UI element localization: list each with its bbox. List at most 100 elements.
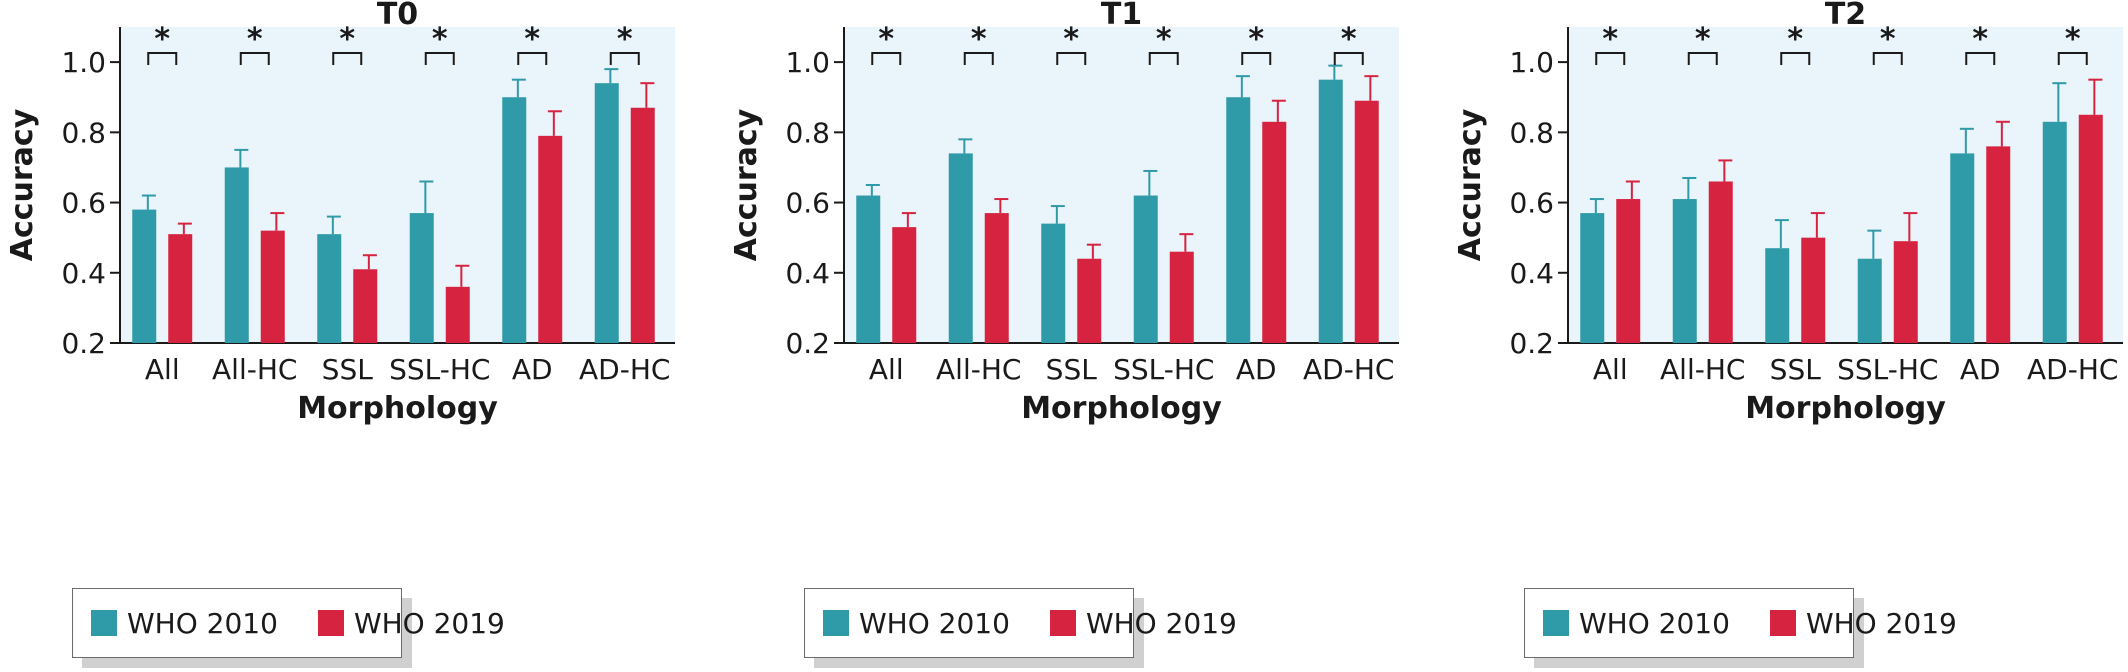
bar-who2010 — [132, 209, 157, 343]
bar-who2019 — [1801, 237, 1826, 343]
significance-bracket — [424, 52, 455, 65]
legend-item-who2010: WHO 2010 — [91, 607, 278, 640]
x-tick-label: AD-HC — [2027, 353, 2118, 386]
y-tick-label: 0.2 — [1509, 327, 1554, 360]
significance-bracket — [2057, 52, 2088, 65]
significance-bracket — [332, 52, 363, 65]
plot-area — [844, 27, 1399, 343]
y-tick-label: 0.4 — [785, 257, 830, 290]
significance-bracket — [963, 52, 994, 65]
bar-who2010 — [948, 153, 973, 343]
legend-t1: WHO 2010 WHO 2019 — [804, 588, 1237, 658]
y-tick-label: 0.6 — [61, 187, 106, 220]
significance-star: * — [878, 22, 894, 57]
y-tick-label: 0.6 — [1509, 187, 1554, 220]
chart-panel-t1: T1 0.2 0.4 0.6 0.8 1.0 Accuracy Morphology All * A… — [724, 0, 1444, 672]
plot-area — [120, 27, 675, 343]
bar-who2010 — [1672, 199, 1697, 343]
significance-bracket — [1056, 52, 1087, 65]
y-tick-label: 0.8 — [61, 116, 106, 149]
legend-label-who2019: WHO 2019 — [353, 606, 505, 640]
chart-t1-svg: T1 0.2 0.4 0.6 0.8 1.0 Accuracy Morphology All * A… — [729, 0, 1399, 426]
x-tick-label: All — [145, 353, 180, 386]
x-axis-label: Morphology — [1021, 391, 1222, 426]
significance-bracket — [1148, 52, 1179, 65]
significance-bracket — [147, 52, 178, 65]
bar-who2019 — [168, 234, 193, 343]
significance-bracket — [1687, 52, 1718, 65]
bar-who2019 — [1169, 251, 1194, 343]
bar-who2019 — [630, 107, 655, 343]
chart-panel-t0: T0 0.2 0.4 0.6 0.8 1.0 Accuracy Morphology All * A… — [0, 0, 720, 672]
x-tick-label: All — [1593, 353, 1628, 386]
chart-title: T1 — [1101, 0, 1142, 32]
y-tick-label: 1.0 — [61, 46, 106, 79]
legend-item-who2019: WHO 2019 — [317, 606, 505, 640]
bar-who2019 — [1262, 121, 1287, 343]
y-axis-label: Accuracy — [729, 108, 764, 261]
bar-who2019 — [260, 230, 285, 343]
x-tick-label: SSL-HC — [1837, 353, 1938, 386]
significance-star: * — [1602, 22, 1618, 57]
bar-who2019 — [892, 227, 917, 343]
legend-swatch-who2010 — [823, 610, 849, 636]
x-tick-label: AD — [1236, 353, 1277, 386]
legend-item-who2010: WHO 2010 — [823, 607, 1010, 640]
bar-who2010 — [502, 97, 527, 343]
significance-bracket — [1872, 52, 1903, 65]
y-tick-label: 0.2 — [785, 327, 830, 360]
legend-item-who2010: WHO 2010 — [1543, 607, 1730, 640]
significance-bracket — [239, 52, 270, 65]
significance-star: * — [1156, 22, 1172, 57]
chart-panel-t2: T2 0.2 0.4 0.6 0.8 1.0 Accuracy Morphology All * A… — [1448, 0, 2128, 672]
y-tick-label: 0.8 — [1509, 116, 1554, 149]
legend-swatch-who2010 — [91, 610, 117, 636]
significance-star: * — [617, 22, 633, 57]
chart-title: T0 — [377, 0, 418, 32]
legend-swatch-who2019 — [317, 610, 344, 636]
significance-star: * — [1787, 22, 1803, 57]
x-tick-label: SSL — [1770, 353, 1822, 386]
bar-who2019 — [1077, 258, 1102, 343]
bar-who2010 — [1950, 153, 1975, 343]
significance-star: * — [1341, 22, 1357, 57]
legend-item-who2019: WHO 2019 — [1049, 607, 1237, 640]
significance-star: * — [971, 22, 987, 57]
x-tick-label: All-HC — [212, 353, 297, 386]
y-tick-label: 1.0 — [785, 46, 830, 79]
significance-star: * — [2065, 22, 2081, 57]
legend-t0: WHO 2010 WHO 2019 — [72, 588, 505, 658]
significance-bracket — [1241, 52, 1272, 65]
x-tick-label: All-HC — [936, 353, 1021, 386]
significance-star: * — [524, 22, 540, 57]
y-tick-label: 0.4 — [1509, 257, 1554, 290]
x-tick-label: AD — [512, 353, 553, 386]
significance-bracket — [1780, 52, 1811, 65]
y-tick-label: 0.2 — [61, 327, 106, 360]
bar-who2019 — [1354, 100, 1379, 343]
significance-bracket — [517, 52, 548, 65]
legend-label-who2010: WHO 2010 — [859, 606, 1010, 640]
legend-t2: WHO 2010 WHO 2019 — [1524, 588, 1957, 658]
y-tick-label: 0.6 — [785, 187, 830, 220]
bar-who2010 — [1133, 195, 1158, 343]
significance-star: * — [1695, 22, 1711, 57]
plot-area — [1568, 27, 2123, 343]
bar-who2010 — [1580, 213, 1605, 343]
legend-item-who2019: WHO 2019 — [1769, 607, 1957, 640]
y-tick-label: 0.4 — [61, 257, 106, 290]
bar-who2010 — [409, 213, 434, 343]
x-tick-label: AD-HC — [1303, 353, 1394, 386]
significance-star: * — [1248, 22, 1264, 57]
bar-who2019 — [538, 135, 563, 343]
legend-swatch-who2019 — [1049, 610, 1076, 636]
legend-swatch-who2010 — [1543, 610, 1569, 636]
bar-who2010 — [856, 195, 881, 343]
significance-star: * — [339, 22, 355, 57]
bar-who2010 — [1765, 248, 1790, 343]
legend-label-who2010: WHO 2010 — [1579, 606, 1730, 640]
bar-who2010 — [1857, 258, 1882, 343]
x-tick-label: All — [869, 353, 904, 386]
significance-star: * — [247, 22, 263, 57]
bar-who2019 — [353, 269, 378, 343]
